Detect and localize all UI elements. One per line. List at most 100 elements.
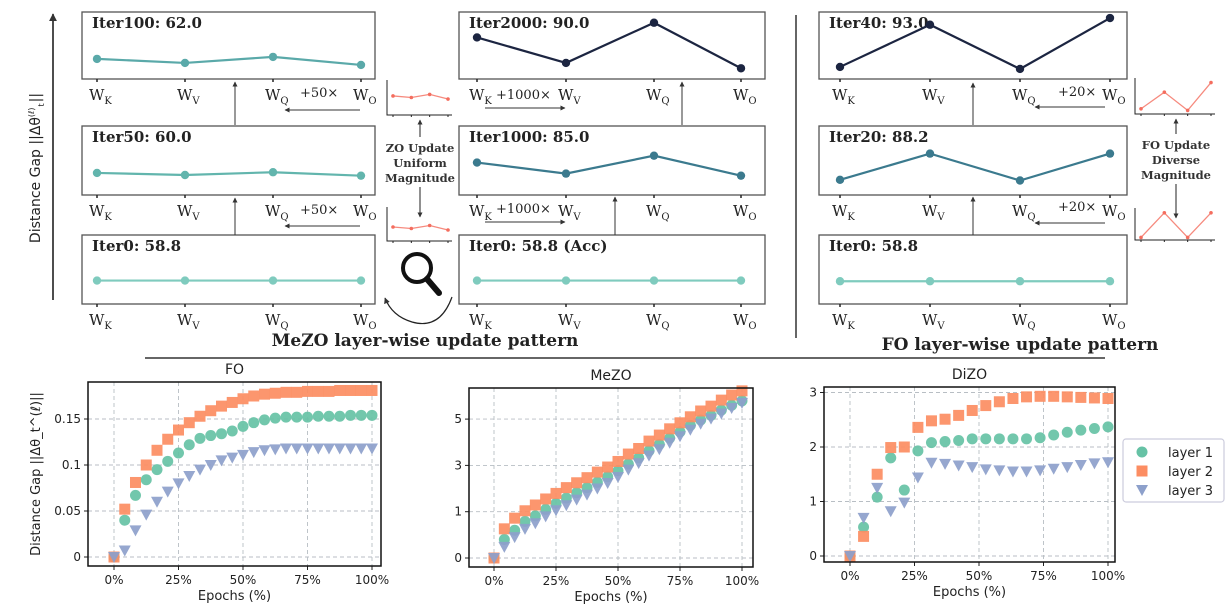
panel-point <box>268 52 278 62</box>
data-point-layer-3 <box>705 413 717 425</box>
panel-point <box>736 171 746 180</box>
data-point-layer-2 <box>715 394 727 406</box>
weight-label: WV <box>558 86 581 107</box>
weight-label: WV <box>558 202 581 223</box>
data-point-layer-1 <box>939 436 951 448</box>
panel-point <box>835 277 845 286</box>
data-point-layer-3 <box>193 464 206 476</box>
inset-point <box>1139 107 1143 111</box>
panel-point <box>925 149 935 158</box>
panel-title: Iter0: 58.8 <box>92 237 181 255</box>
weight-sub: Q <box>1027 96 1035 107</box>
panel-title: Iter2000: 90.0 <box>469 14 589 32</box>
inset-axes <box>386 207 452 242</box>
data-point-layer-3 <box>663 437 676 449</box>
inset-point <box>427 223 432 228</box>
data-point-layer-1 <box>119 514 131 526</box>
weight-main: W <box>832 202 848 220</box>
data-point-layer-3 <box>539 511 552 523</box>
data-point-layer-2 <box>726 389 738 401</box>
weight-main: W <box>1102 86 1118 104</box>
panel-point <box>561 276 571 285</box>
panel-point <box>180 276 190 285</box>
data-point-layer-3 <box>632 458 645 470</box>
data-point-layer-1 <box>1021 433 1033 445</box>
panel-line <box>96 55 362 67</box>
y-tick-label: 3 <box>454 458 462 472</box>
data-point-layer-1 <box>269 412 281 424</box>
panel-title: Iter50: 60.0 <box>92 128 192 146</box>
weight-sub: Q <box>661 96 669 107</box>
data-point-layer-2 <box>1007 392 1019 404</box>
data-point-layer-3 <box>715 408 728 420</box>
panel-point <box>472 276 482 285</box>
weight-label: WO <box>1102 311 1126 332</box>
panel-point <box>649 18 659 27</box>
panel-point <box>92 168 102 178</box>
data-point-layer-1 <box>205 430 217 442</box>
data-point-layer-1 <box>1007 433 1019 445</box>
weight-sub: V <box>191 96 200 107</box>
data-point-layer-2 <box>291 386 303 398</box>
data-point-layer-1 <box>258 414 270 426</box>
chart-mezo: 0% 25% 50% 75% 100% 0 1 3 5 MeZO Epochs (%) <box>454 368 759 605</box>
panel-point <box>925 20 935 29</box>
weight-label: WK <box>832 86 855 107</box>
x-tick-label: 25% <box>165 573 192 587</box>
weight-sub: V <box>191 212 200 223</box>
weight-label: WK <box>89 202 112 223</box>
panel-point <box>356 60 366 70</box>
data-point-layer-2 <box>519 505 531 517</box>
data-point-layer-3 <box>366 443 378 455</box>
weight-main: W <box>1012 202 1028 220</box>
data-point-layer-2 <box>633 443 645 455</box>
plot-frame <box>87 381 382 567</box>
panel-point <box>472 158 482 167</box>
data-point-layer-3 <box>301 443 314 455</box>
panel-title: Iter0: 58.8 <box>829 237 918 255</box>
data-point-layer-2 <box>140 459 152 471</box>
data-point-layer-1 <box>1102 421 1114 433</box>
y-tick-label: 0 <box>809 549 817 563</box>
data-point-layer-1 <box>183 439 195 451</box>
weight-label: WK <box>469 311 492 332</box>
weight-sub: Q <box>661 212 669 223</box>
weight-label: WQ <box>1012 311 1036 332</box>
weight-main: W <box>1012 311 1028 329</box>
data-point-layer-2 <box>653 429 665 441</box>
data-point-layer-2 <box>323 385 335 397</box>
data-point-layer-3 <box>161 486 174 498</box>
weight-main: W <box>177 86 193 104</box>
weight-panel: Iter0: 58.8 (Acc)WK WV WQ WO <box>458 234 766 332</box>
panel-point <box>180 170 190 180</box>
weight-main: W <box>265 202 281 220</box>
data-point-layer-2 <box>312 385 324 397</box>
data-point-layer-2 <box>237 393 249 405</box>
legend-marker-circle <box>1136 446 1148 458</box>
data-point-layer-3 <box>290 443 303 455</box>
data-point-layer-1 <box>953 434 965 446</box>
weight-sub: Q <box>280 321 288 332</box>
data-point-layer-3 <box>643 450 655 462</box>
data-point-layer-1 <box>898 484 910 496</box>
panel-point <box>268 168 278 177</box>
data-point-layer-2 <box>334 384 346 396</box>
y-label-sup: (ℓ) <box>27 108 36 118</box>
weight-main: W <box>353 86 369 104</box>
x-axis-label: Epochs (%) <box>574 590 647 605</box>
data-point-layer-2 <box>1075 391 1087 403</box>
data-point-layer-2 <box>550 487 562 499</box>
multiplier-label: +50× <box>300 86 338 101</box>
magnifier-handle <box>424 276 442 296</box>
weight-label: WO <box>1102 86 1126 107</box>
data-point-layer-3 <box>581 489 593 501</box>
mezo-caption: MeZO layer-wise update pattern <box>272 331 579 351</box>
legend-label: layer 1 <box>1168 446 1213 461</box>
weight-sub: V <box>191 321 200 332</box>
data-point-layer-3 <box>519 523 531 535</box>
legend: layer 1 layer 2 layer 3 <box>1122 438 1225 503</box>
weight-label: WO <box>733 86 757 107</box>
